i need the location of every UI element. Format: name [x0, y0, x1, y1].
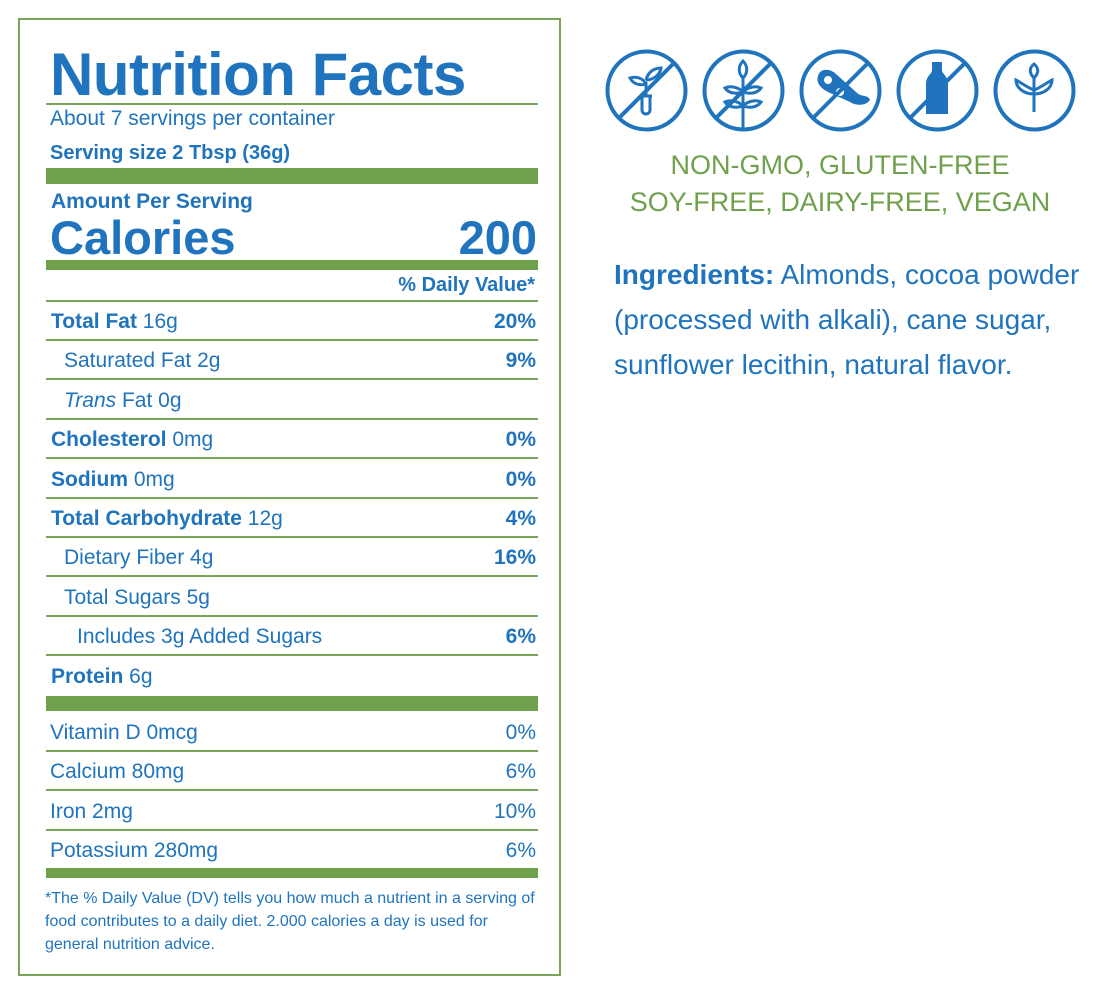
vitamin-name: Iron 2mg: [50, 799, 133, 823]
vitamin-dv: 0%: [505, 721, 536, 744]
nutrient-name: Sodium 0mg: [51, 467, 175, 491]
divider: [46, 103, 538, 105]
nutrient-dv: 4%: [505, 507, 536, 530]
vitamin-row: Potassium 280mg 6%: [46, 831, 538, 870]
nutrient-name: Cholesterol 0mg: [51, 428, 214, 452]
vitamin-row: Vitamin D 0mcg 0%: [46, 713, 538, 752]
vitamin-row: Iron 2mg 10%: [46, 792, 538, 831]
nutrient-name: Protein 6g: [51, 664, 153, 688]
nutrient-row: Total Fat 16g 20%: [46, 302, 538, 341]
nutrient-row: Trans Fat 0g: [46, 381, 538, 420]
nutrient-name: Total Fat 16g: [51, 310, 178, 333]
nutrient-row: Total Carbohydrate 12g 4%: [46, 499, 538, 538]
medium-divider: [46, 260, 538, 270]
nutrient-dv: 0%: [505, 428, 536, 452]
vitamin-name: Potassium 280mg: [50, 838, 219, 862]
claims-icons: [604, 48, 1077, 133]
soy-free-icon: [799, 49, 882, 132]
vitamin-dv: 6%: [505, 838, 536, 862]
nutrient-row: Sodium 0mg 0%: [46, 460, 538, 499]
nutrition-facts-label: Nutrition Facts About 7 servings per con…: [18, 18, 561, 976]
daily-value-header: % Daily Value*: [398, 274, 535, 296]
nutrient-row: Protein 6g: [46, 657, 538, 696]
ingredients-text: Almonds, cocoa powder (processed with al…: [614, 259, 1080, 380]
nutrient-row: Total Sugars 5g: [46, 578, 538, 617]
nutrient-row: Cholesterol 0mg 0%: [46, 420, 538, 460]
vitamin-dv: 10%: [493, 799, 536, 823]
footnote: *The % Daily Value (DV) tells you how mu…: [45, 890, 535, 953]
claims-line-1: NON-GMO, GLUTEN-FREE: [670, 150, 1010, 180]
nutrient-dv: 6%: [505, 625, 536, 649]
serving-size: Serving size 2 Tbsp (36g): [50, 142, 291, 164]
nutrient-name: Total Carbohydrate 12g: [51, 507, 283, 530]
nutrient-row: Includes 3g Added Sugars 6%: [46, 617, 538, 657]
ingredients-label: Ingredients:: [614, 259, 775, 290]
medium-divider: [46, 868, 538, 878]
vitamin-row: Calcium 80mg 6%: [46, 752, 538, 792]
vitamin-name: Calcium 80mg: [50, 760, 185, 784]
non-gmo-icon: [605, 49, 688, 132]
nutrient-name: Saturated Fat 2g: [64, 349, 221, 373]
label-title: Nutrition Facts: [50, 41, 466, 108]
nutrient-dv: 0%: [505, 467, 536, 491]
ingredients: Ingredients: Almonds, cocoa powder (proc…: [614, 252, 1094, 387]
vegan-icon: [993, 49, 1076, 132]
gluten-free-icon: [702, 49, 785, 132]
divider: [46, 300, 538, 302]
nutrient-dv: 20%: [493, 310, 536, 333]
nutrient-name: Total Sugars 5g: [64, 585, 210, 609]
vitamin-name: Vitamin D 0mcg: [50, 721, 198, 744]
servings-per-container: About 7 servings per container: [50, 107, 335, 130]
nutrient-row: Saturated Fat 2g 9%: [46, 341, 538, 381]
thick-divider: [46, 168, 538, 184]
thick-divider: [46, 696, 538, 711]
nutrient-name: Trans Fat 0g: [64, 388, 182, 412]
nutrient-name: Dietary Fiber 4g: [64, 546, 214, 570]
nutrient-row: Dietary Fiber 4g 16%: [46, 538, 538, 578]
dairy-free-icon: [896, 49, 979, 132]
claims-line-2: SOY-FREE, DAIRY-FREE, VEGAN: [629, 187, 1051, 217]
nutrient-dv: 16%: [493, 546, 536, 570]
vitamin-dv: 6%: [505, 760, 536, 784]
nutrient-name: Includes 3g Added Sugars: [77, 625, 323, 649]
nutrient-dv: 9%: [505, 349, 536, 373]
calories-value: 200: [458, 211, 537, 264]
calories-label: Calories: [50, 211, 236, 264]
amount-per-serving: Amount Per Serving: [51, 190, 253, 213]
